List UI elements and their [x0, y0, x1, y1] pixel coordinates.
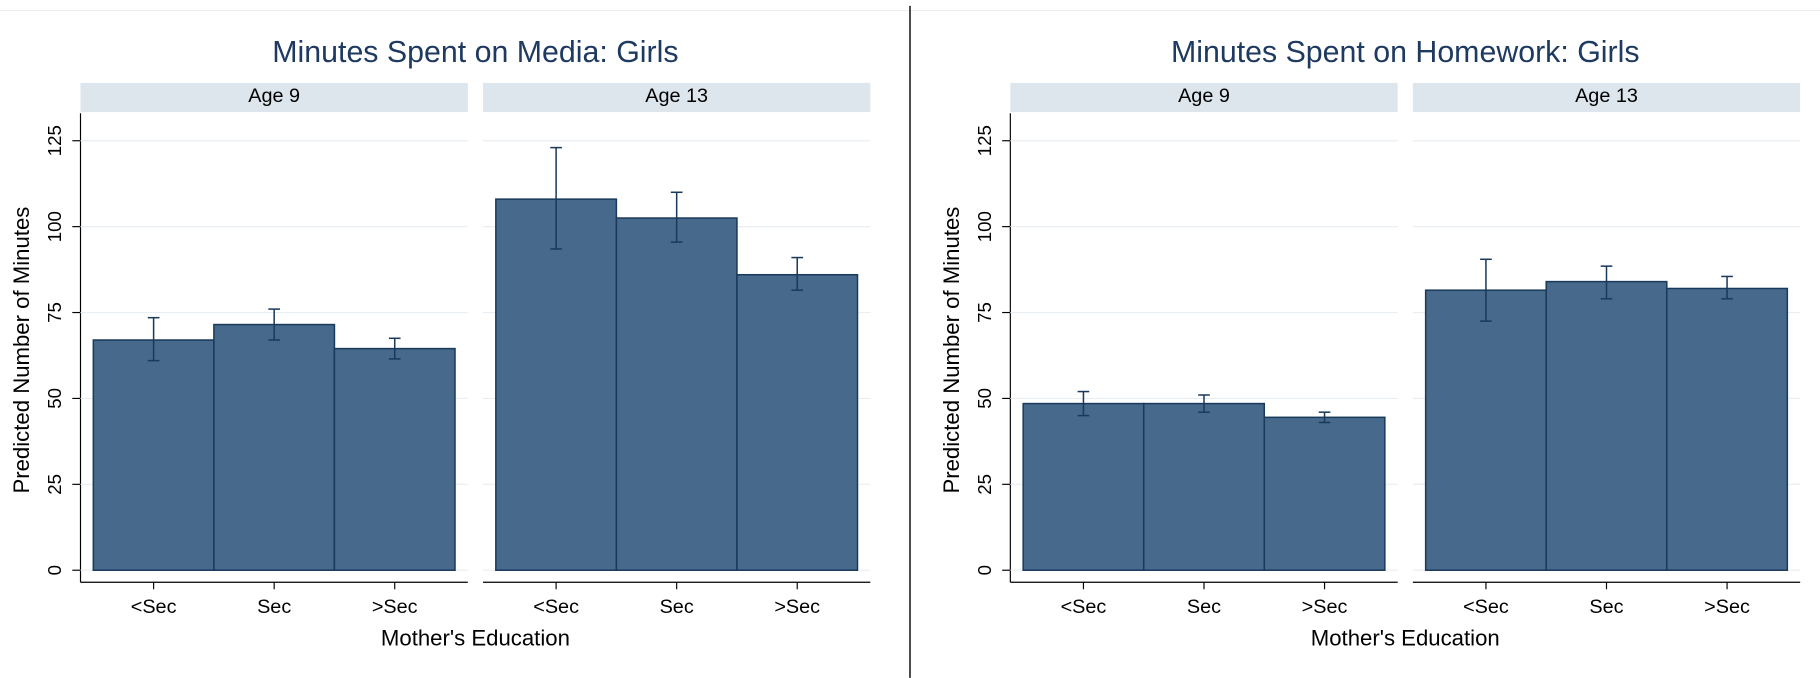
y-tick-label: 100 — [974, 211, 995, 242]
y-axis-label: Predicted Number of Minutes — [939, 207, 964, 494]
bar — [333, 347, 456, 571]
x-tick-label: <Sec — [1463, 596, 1509, 618]
facet-label: Age 9 — [248, 85, 300, 107]
x-tick-label: >Sec — [1302, 596, 1348, 618]
y-tick-label: 75 — [974, 302, 995, 323]
error-bar — [388, 337, 401, 360]
chart-title: Minutes Spent on Media: Girls — [272, 36, 678, 69]
bar — [495, 198, 618, 571]
bar — [1142, 402, 1266, 571]
facet-label: Age 9 — [1178, 85, 1230, 107]
x-tick-label: Sec — [1589, 596, 1623, 618]
y-tick-label: 0 — [974, 565, 995, 575]
x-axis-label: Mother's Education — [381, 625, 570, 650]
facet-header — [80, 82, 468, 113]
facet-header — [1010, 82, 1398, 113]
bar — [213, 323, 336, 571]
facet-label: Age 13 — [645, 85, 708, 107]
x-axis-label: Mother's Education — [1311, 625, 1500, 650]
x-tick-label: <Sec — [131, 596, 177, 618]
y-axis-label: Predicted Number of Minutes — [9, 207, 34, 494]
bar — [92, 339, 215, 571]
bar — [1263, 416, 1386, 571]
error-bar — [550, 146, 562, 250]
facet-header — [483, 82, 871, 113]
y-tick-label: 125 — [974, 125, 995, 156]
error-bar — [1198, 394, 1210, 413]
bar — [1666, 287, 1789, 571]
y-tick-label: 25 — [974, 474, 995, 495]
error-bar — [670, 191, 683, 243]
error-bar — [1480, 258, 1492, 322]
y-tick-label: 75 — [44, 302, 65, 323]
x-tick-label: >Sec — [774, 596, 820, 618]
error-bar — [1077, 390, 1090, 417]
error-bar — [1721, 275, 1733, 300]
error-bar — [268, 308, 280, 341]
error-bar — [147, 316, 160, 362]
bar — [615, 217, 738, 571]
x-tick-label: Sec — [1187, 596, 1221, 618]
bar — [1545, 280, 1668, 571]
x-tick-label: Sec — [257, 596, 291, 618]
y-tick-label: 100 — [44, 211, 65, 242]
y-tick-label: 50 — [44, 388, 65, 409]
x-tick-label: >Sec — [1704, 596, 1750, 618]
x-tick-label: >Sec — [372, 596, 418, 618]
y-tick-label: 125 — [44, 125, 65, 156]
bar — [736, 273, 859, 571]
error-bar — [1600, 265, 1613, 300]
x-tick-label: <Sec — [1061, 596, 1107, 618]
bar — [1022, 402, 1145, 571]
chart-title: Minutes Spent on Homework: Girls — [1171, 36, 1640, 69]
facet-label: Age 13 — [1575, 85, 1638, 107]
error-bar — [1318, 411, 1331, 424]
x-tick-label: <Sec — [533, 596, 579, 618]
y-tick-label: 0 — [44, 565, 65, 575]
bar — [1424, 289, 1547, 571]
y-tick-label: 50 — [974, 388, 995, 409]
x-tick-label: Sec — [660, 596, 694, 618]
y-tick-label: 25 — [44, 474, 65, 495]
facet-header — [1412, 82, 1801, 113]
error-bar — [791, 256, 804, 291]
